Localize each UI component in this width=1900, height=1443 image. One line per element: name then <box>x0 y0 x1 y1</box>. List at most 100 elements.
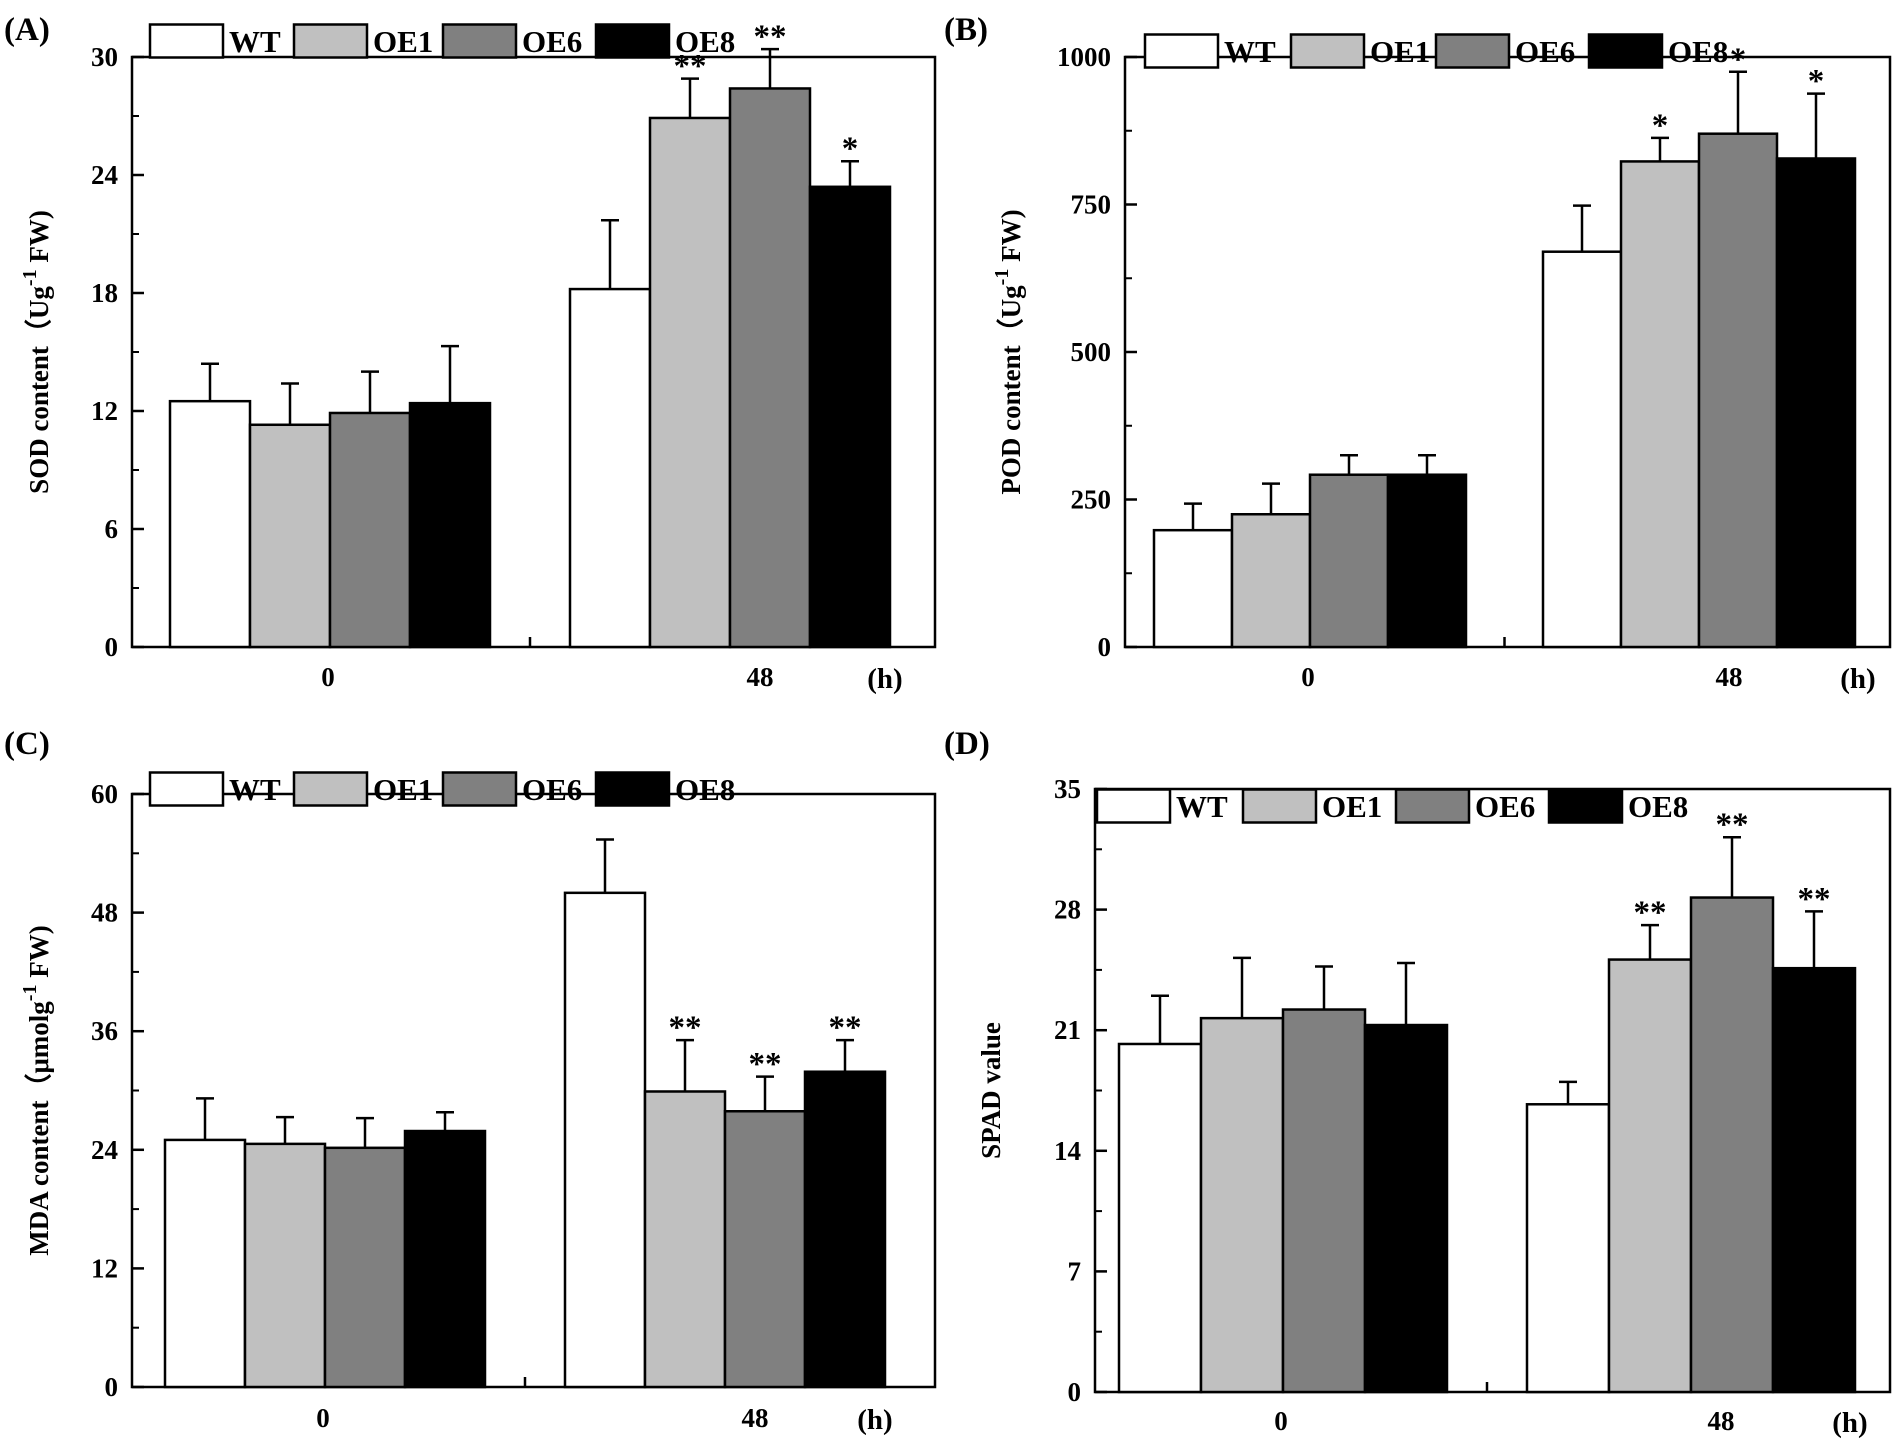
bar-oe6 <box>723 1110 807 1389</box>
bar-wt <box>1541 250 1623 649</box>
legend-label-wt: WT <box>1224 34 1276 69</box>
x-tick-label: 0 <box>1301 662 1315 692</box>
y-axis-title-main: SPAD value <box>976 1022 1006 1159</box>
legend-label-oe1: OE1 <box>1322 789 1382 824</box>
legend-swatch-oe8 <box>1587 33 1664 69</box>
bar-wt <box>568 287 652 649</box>
x-tick-label: 0 <box>316 1403 330 1433</box>
significance-mark: ** <box>1634 895 1667 931</box>
bar-oe1 <box>1199 1016 1285 1394</box>
legend-label-oe8: OE8 <box>675 24 735 59</box>
legend-swatch-oe1 <box>1289 33 1366 69</box>
y-tick-label: 7 <box>1068 1256 1082 1286</box>
y-axis-title: SPAD value <box>976 1022 1006 1159</box>
legend-swatch-wt <box>1143 33 1220 69</box>
x-unit-label: (h) <box>1840 663 1875 695</box>
panel-label: (D) <box>944 726 990 762</box>
legend-label-oe1: OE1 <box>1370 34 1430 69</box>
x-unit-label: (h) <box>857 1404 892 1436</box>
chart-panel-3: (C) 0 12 24 36 48 60 0 48 (h) MDA content（μmolg-1 … <box>4 726 937 1436</box>
bar-wt <box>1525 1103 1611 1394</box>
bar-oe1 <box>1230 513 1312 649</box>
legend-swatch-oe6 <box>441 23 518 59</box>
y-tick-label: 24 <box>91 1135 118 1165</box>
bar-oe6 <box>328 411 412 649</box>
legend-swatch-oe1 <box>1241 788 1318 824</box>
y-tick-label: 12 <box>91 396 118 426</box>
y-tick-label: 6 <box>105 514 119 544</box>
y-axis-title-sup: -1 <box>19 269 41 286</box>
bar-oe6 <box>1689 896 1775 1394</box>
x-unit-label: (h) <box>1832 1407 1867 1439</box>
bar-oe8 <box>1386 473 1468 649</box>
legend-label-wt: WT <box>229 24 281 59</box>
x-tick-label: 0 <box>1274 1406 1288 1436</box>
y-axis-title-sup: -1 <box>19 985 41 1002</box>
chart-panel-2: (B) 0 250 500 750 1000 0 48 (h) POD content（Ug-1 … <box>944 12 1892 695</box>
significance-mark: ** <box>1716 807 1749 843</box>
significance-mark: * <box>842 131 859 167</box>
legend-swatch-oe8 <box>1547 788 1624 824</box>
x-tick-label: 48 <box>742 1403 769 1433</box>
legend-label-oe6: OE6 <box>522 24 582 59</box>
legend-label-wt: WT <box>229 772 281 807</box>
bar-wt <box>168 399 252 649</box>
legend: WT OE1 OE6 OE8 <box>1095 788 1688 824</box>
y-axis-title: SOD content（Ug-1 FW) <box>19 210 54 494</box>
legend-label-oe6: OE6 <box>522 772 582 807</box>
bar-oe1 <box>243 1142 327 1389</box>
legend-label-wt: WT <box>1176 789 1228 824</box>
legend-swatch-oe8 <box>594 771 671 807</box>
y-axis-title-main: SOD content（Ug <box>24 286 54 494</box>
significance-mark: ** <box>754 19 787 55</box>
y-axis-title-unit: FW) <box>996 209 1026 268</box>
bar-wt <box>563 891 647 1389</box>
legend-swatch-wt <box>1095 788 1172 824</box>
bar-oe6 <box>1308 473 1390 649</box>
y-tick-label: 0 <box>1068 1377 1082 1407</box>
panel-label: (B) <box>944 12 988 48</box>
bar-oe1 <box>248 423 332 649</box>
bar-oe6 <box>1697 132 1779 649</box>
y-axis-title: POD content（Ug-1 FW) <box>991 209 1026 494</box>
y-tick-label: 48 <box>91 898 118 928</box>
x-unit-label: (h) <box>867 663 902 695</box>
significance-mark: ** <box>749 1047 782 1083</box>
bar-oe1 <box>1619 160 1701 649</box>
significance-mark: ** <box>829 1010 862 1046</box>
chart-panel-1: (A) 0 6 12 18 24 30 0 48 (h) SOD content（Ug-1 FW) *… <box>4 12 937 695</box>
bar-oe8 <box>403 1129 487 1389</box>
y-tick-label: 36 <box>91 1016 118 1046</box>
legend-label-oe6: OE6 <box>1515 34 1575 69</box>
panel-label: (C) <box>4 726 50 762</box>
significance-mark: * <box>1808 64 1825 100</box>
legend-swatch-oe1 <box>292 771 369 807</box>
legend: WT OE1 OE6 OE8 <box>1143 33 1728 69</box>
chart-panel-4: (D) 0 7 14 21 28 35 0 48 (h) SPAD value ** ** ** WT OE1… <box>944 726 1892 1439</box>
legend-swatch-wt <box>148 23 225 59</box>
bar-wt <box>1117 1042 1203 1394</box>
y-axis-title-unit: FW) <box>24 210 54 269</box>
y-tick-label: 14 <box>1054 1136 1081 1166</box>
y-tick-label: 30 <box>91 42 118 72</box>
legend: WT OE1 OE6 OE8 <box>148 771 735 807</box>
legend-swatch-oe6 <box>441 771 518 807</box>
bar-oe1 <box>1607 958 1693 1394</box>
legend-label-oe6: OE6 <box>1475 789 1535 824</box>
bar-oe8 <box>808 185 892 649</box>
y-axis-title-sup: -1 <box>991 269 1013 286</box>
bar-oe8 <box>1775 157 1857 649</box>
y-tick-label: 250 <box>1071 485 1112 515</box>
y-tick-label: 500 <box>1071 337 1112 367</box>
legend-label-oe1: OE1 <box>373 24 433 59</box>
y-tick-label: 35 <box>1054 774 1081 804</box>
y-tick-label: 18 <box>91 278 118 308</box>
x-tick-label: 48 <box>747 662 774 692</box>
bar-oe8 <box>408 401 492 649</box>
y-tick-label: 1000 <box>1057 42 1111 72</box>
bar-oe8 <box>1771 966 1857 1394</box>
y-tick-label: 21 <box>1054 1015 1081 1045</box>
legend-label-oe8: OE8 <box>675 772 735 807</box>
legend-swatch-oe6 <box>1394 788 1471 824</box>
